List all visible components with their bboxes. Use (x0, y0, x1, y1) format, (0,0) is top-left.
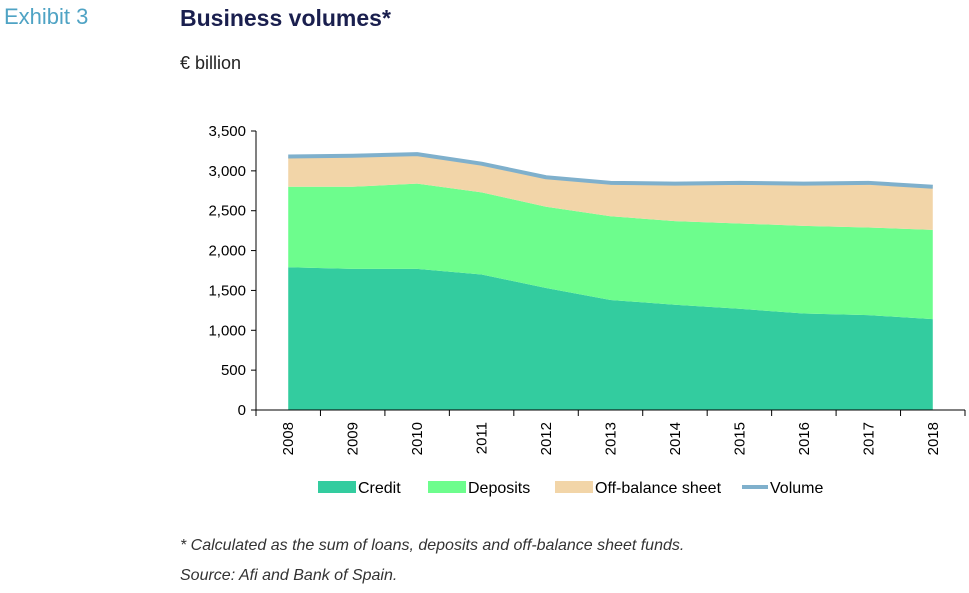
line-volume (288, 152, 933, 189)
x-tick-label: 2009 (345, 422, 362, 455)
chart-title: Business volumes* (180, 5, 391, 31)
source-note: Source: Afi and Bank of Spain. (180, 567, 398, 584)
x-tick-label: 2017 (860, 422, 877, 455)
legend-label-volume: Volume (770, 480, 823, 497)
area-off-balance-sheet (288, 154, 933, 230)
y-tick-label: 2,000 (208, 243, 246, 260)
y-tick-label: 1,500 (208, 282, 246, 299)
footnote: * Calculated as the sum of loans, deposi… (180, 537, 685, 554)
x-tick-label: 2014 (667, 422, 684, 455)
y-axis-unit: € billion (180, 53, 242, 73)
legend-swatch-deposits (428, 481, 466, 493)
y-tick-label: 3,000 (208, 163, 246, 180)
x-tick-label: 2013 (603, 422, 620, 455)
y-tick-label: 2,500 (208, 203, 246, 220)
x-tick-label: 2016 (796, 422, 813, 455)
x-tick-label: 2018 (925, 422, 942, 455)
area-credit (288, 267, 933, 410)
x-tick-label: 2015 (731, 422, 748, 455)
x-tick-label: 2011 (474, 422, 491, 454)
legend-label-credit: Credit (358, 480, 401, 497)
y-tick-label: 3,500 (208, 123, 246, 140)
y-tick-label: 0 (238, 402, 246, 419)
area-deposits (288, 183, 933, 320)
x-tick-label: 2010 (409, 422, 426, 455)
legend-swatch-off-balance-sheet (555, 481, 593, 493)
y-tick-label: 500 (221, 362, 246, 379)
legend-label-deposits: Deposits (468, 480, 530, 497)
exhibit-label: Exhibit 3 (4, 4, 89, 29)
legend-swatch-credit (318, 481, 356, 493)
y-tick-label: 1,000 (208, 322, 246, 339)
x-tick-label: 2012 (538, 422, 555, 455)
legend-label-off-balance-sheet: Off-balance sheet (595, 480, 722, 497)
x-tick-label: 2008 (280, 422, 297, 455)
